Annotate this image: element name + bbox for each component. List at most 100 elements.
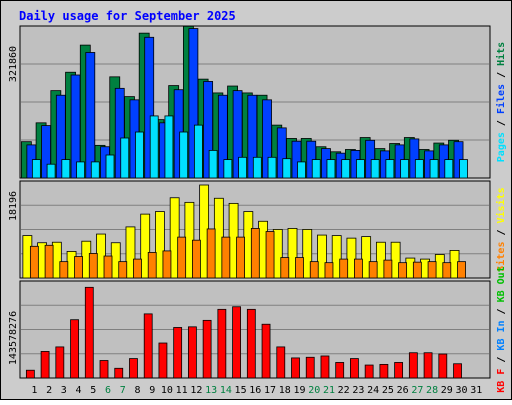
bar-pages-day-7 (120, 137, 130, 179)
bar-sites-day-undefined (59, 261, 69, 279)
x-tick-label: 18 (279, 385, 291, 396)
bar-pages-day-9 (149, 115, 159, 179)
bar-sites-day-undefined (44, 244, 54, 279)
bar-pages-day-25 (385, 159, 395, 179)
bar-kb-f-day-undefined (291, 357, 300, 379)
legend: Sites / Visits (495, 187, 507, 271)
bar-kb-f-day-undefined (320, 355, 330, 379)
bar-sites-day-undefined (295, 257, 304, 279)
bar-sites-day-undefined (265, 231, 275, 279)
x-tick-label: 11 (176, 385, 188, 396)
bar-kb-f-day-undefined (40, 351, 50, 379)
bar-kb-f-day-undefined (438, 353, 448, 379)
bar-kb-f-day-undefined (246, 308, 256, 379)
bar-kb-f-day-undefined (70, 319, 79, 379)
bar-pages-day-12 (193, 124, 203, 179)
bar-kb-f-day-undefined (394, 362, 404, 379)
x-tick-label: 12 (190, 385, 202, 396)
x-tick-label: 8 (134, 385, 140, 396)
bar-sites-day-undefined (103, 255, 113, 279)
bar-pages-day-22 (341, 159, 351, 179)
bar-visits-day-undefined (125, 226, 136, 279)
legend-item-kb-f: KB F (496, 369, 507, 393)
bar-pages-day-2 (46, 163, 56, 179)
bar-pages-day-6 (105, 154, 115, 179)
x-tick-label: 28 (426, 385, 438, 396)
legend-item-kb-in: KB In (496, 320, 507, 350)
bar-sites-day-undefined (368, 261, 378, 279)
y-max-label: 18196 (8, 191, 19, 221)
bar-kb-f-day-undefined (276, 346, 286, 379)
x-tick-label: 17 (264, 385, 276, 396)
x-tick-label: 1 (31, 385, 37, 396)
x-tick-label: 27 (411, 385, 423, 396)
bar-pages-day-28 (429, 159, 439, 179)
bar-kb-f-day-undefined (55, 346, 65, 379)
bar-kb-f-day-undefined (158, 342, 168, 379)
bar-files-day-5 (85, 52, 96, 179)
bar-sites-day-undefined (191, 239, 201, 279)
bar-sites-day-undefined (147, 252, 157, 279)
bar-sites-day-undefined (324, 262, 334, 279)
bar-kb-f-day-undefined (364, 364, 374, 379)
bar-kb-f-day-undefined (423, 352, 433, 379)
y-max-label: 143578276 (8, 311, 19, 365)
bar-sites-day-undefined (250, 228, 260, 279)
bar-pages-day-30 (459, 159, 468, 179)
bar-files-day-17 (262, 99, 272, 179)
bar-kb-f-day-undefined (143, 313, 153, 379)
bar-sites-day-undefined (74, 256, 83, 279)
x-tick-label: 24 (367, 385, 379, 396)
bar-files-day-4 (70, 74, 81, 179)
x-tick-label: 2 (46, 385, 52, 396)
bar-sites-day-undefined (280, 257, 290, 279)
bar-pages-day-26 (400, 159, 410, 179)
bar-sites-day-undefined (177, 236, 187, 279)
bar-sites-day-undefined (133, 258, 142, 279)
bar-kb-f-day-undefined (187, 326, 197, 379)
legend-item-sites: Sites (495, 242, 507, 272)
x-tick-label: 21 (323, 385, 335, 396)
bar-pages-day-4 (76, 161, 85, 179)
bar-sites-day-undefined (118, 261, 128, 279)
bar-files-day-16 (247, 94, 258, 179)
bar-kb-f-day-undefined (350, 358, 359, 379)
bar-pages-day-18 (282, 158, 292, 179)
x-tick-label: 16 (249, 385, 261, 396)
x-tick-label: 19 (293, 385, 305, 396)
x-tick-label: 5 (90, 385, 96, 396)
bar-files-day-7 (114, 87, 125, 179)
bar-files-day-19 (291, 140, 302, 179)
bar-visits-day-undefined (302, 229, 313, 279)
bar-pages-day-5 (90, 161, 100, 179)
legend-separator: / (496, 114, 507, 132)
bar-visits-day-undefined (155, 211, 165, 279)
bar-visits-day-undefined (346, 237, 357, 279)
bar-kb-f-day-undefined (232, 306, 241, 379)
bars (20, 25, 468, 379)
bar-pages-day-1 (31, 159, 41, 179)
bar-visits-day-undefined (331, 235, 342, 279)
bar-pages-day-19 (297, 161, 306, 179)
x-tick-label: 7 (120, 385, 126, 396)
x-tick-label: 20 (308, 385, 320, 396)
bar-kb-f-day-undefined (114, 367, 124, 379)
y-max-label: 321860 (8, 46, 19, 82)
bar-sites-day-undefined (339, 258, 349, 279)
bar-files-day-9 (144, 36, 155, 179)
legend-separator: / (496, 66, 507, 84)
bar-kb-f-day-undefined (453, 363, 462, 379)
bar-files-day-13 (203, 81, 214, 179)
x-tick-label: 10 (161, 385, 173, 396)
bar-visits-day-undefined (287, 228, 298, 279)
bar-pages-day-15 (238, 156, 247, 179)
bar-kb-f-day-undefined (335, 362, 345, 379)
x-tick-label: 4 (76, 385, 82, 396)
bar-kb-f-day-undefined (408, 352, 418, 379)
bar-kb-f-day-undefined (99, 360, 109, 379)
legend-separator: / (496, 223, 507, 241)
bar-files-day-15 (232, 90, 243, 179)
